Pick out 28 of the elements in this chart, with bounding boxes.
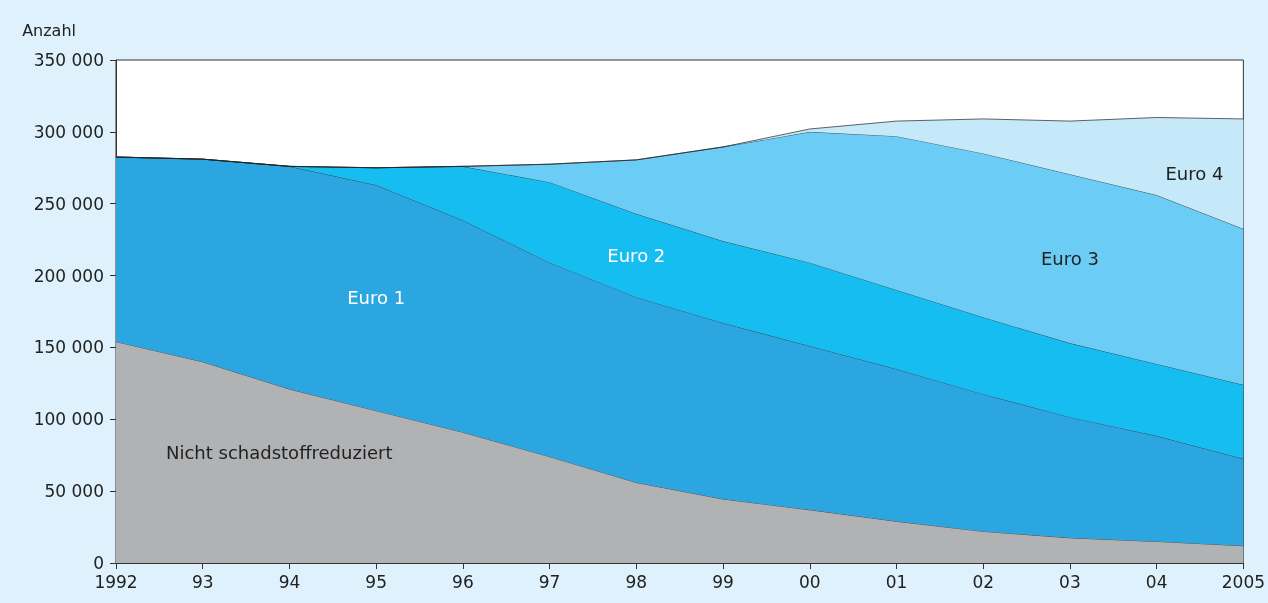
- x-tick-label: 02: [972, 571, 995, 592]
- x-tick-label: 93: [191, 571, 214, 592]
- x-tick-label: 04: [1145, 571, 1168, 592]
- x-tick-label: 95: [365, 571, 387, 592]
- y-tick-label: 300 000: [33, 121, 104, 142]
- x-tick-label: 03: [1059, 571, 1081, 592]
- series-label: Euro 2: [607, 244, 666, 266]
- series-label: Euro 1: [347, 287, 406, 309]
- y-tick-label: 200 000: [33, 265, 104, 286]
- y-tick-label: 50 000: [44, 481, 104, 502]
- series-label: Euro 3: [1040, 248, 1099, 270]
- x-tick-label: 94: [278, 571, 301, 592]
- x-tick-label: 96: [452, 571, 474, 592]
- x-tick-label: 1992: [94, 571, 138, 592]
- y-tick-label: 150 000: [33, 337, 104, 358]
- y-tick-label: 250 000: [33, 193, 104, 214]
- y-tick-label: 350 000: [33, 50, 104, 70]
- x-tick-label: 99: [712, 571, 734, 592]
- y-tick-label: 0: [93, 553, 104, 573]
- x-tick-label: 01: [885, 571, 908, 592]
- x-tick-label: 98: [625, 571, 648, 592]
- x-tick-label: 00: [798, 571, 821, 592]
- x-tick-label: 97: [538, 571, 561, 592]
- y-tick-label: 100 000: [33, 409, 104, 430]
- series-label: Nicht schadstoffreduziert: [166, 441, 393, 463]
- x-tick-label: 2005: [1221, 571, 1265, 592]
- series-label: Euro 4: [1165, 163, 1224, 185]
- y-axis-title: Anzahl: [22, 20, 76, 40]
